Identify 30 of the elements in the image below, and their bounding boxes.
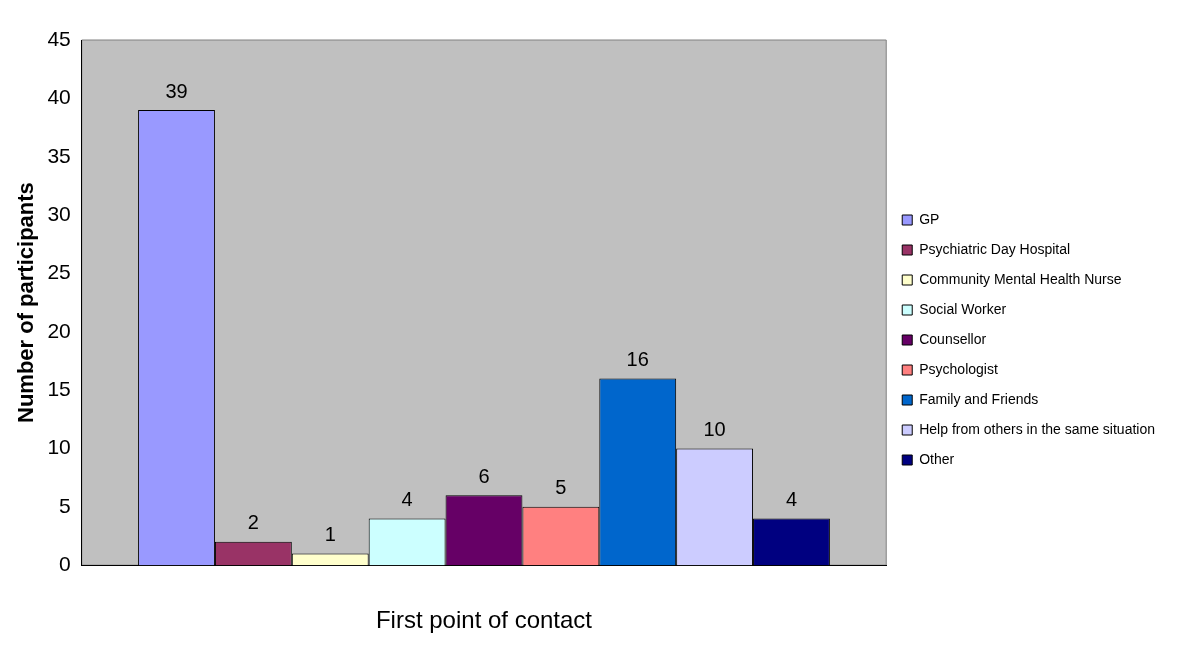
legend-label: Help from others in the same situation bbox=[919, 420, 1155, 437]
y-tick-label: 30 bbox=[47, 201, 71, 225]
legend-label: GP bbox=[919, 210, 940, 227]
y-axis-title: Number of participants bbox=[13, 182, 39, 424]
legend-label: Community Mental Health Nurse bbox=[919, 270, 1122, 287]
legend-label: Psychiatric Day Hospital bbox=[919, 240, 1071, 257]
legend-label: Psychologist bbox=[919, 360, 998, 377]
x-axis-title: First point of contact bbox=[375, 606, 593, 634]
data-label: 16 bbox=[626, 347, 649, 370]
data-label: 6 bbox=[478, 464, 490, 487]
legend-label: Counsellor bbox=[919, 330, 987, 347]
legend-label: Family and Friends bbox=[919, 390, 1039, 407]
y-tick-label: 45 bbox=[47, 26, 71, 50]
y-tick-label: 20 bbox=[47, 318, 71, 342]
data-label: 4 bbox=[401, 488, 413, 511]
data-label: 2 bbox=[247, 511, 259, 534]
data-label: 39 bbox=[165, 79, 188, 102]
data-label: 5 bbox=[555, 476, 567, 499]
y-tick-label: 0 bbox=[59, 552, 71, 575]
y-tick-label: 40 bbox=[47, 85, 71, 109]
y-tick-label: 10 bbox=[47, 435, 71, 459]
y-tick-label: 15 bbox=[47, 376, 71, 400]
data-label: 4 bbox=[785, 488, 798, 511]
y-tick-label: 5 bbox=[59, 493, 71, 517]
data-label: 1 bbox=[324, 523, 336, 546]
legend-label: Social Worker bbox=[919, 300, 1007, 317]
legend-label: Other bbox=[919, 450, 955, 467]
y-tick-label: 25 bbox=[47, 260, 71, 284]
data-label: 10 bbox=[703, 418, 726, 440]
y-tick-label: 35 bbox=[47, 143, 71, 167]
